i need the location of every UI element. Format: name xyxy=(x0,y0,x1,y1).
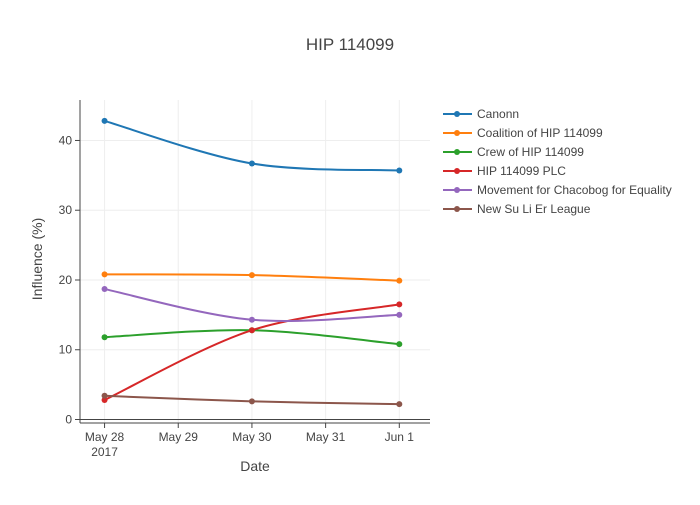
data-point[interactable] xyxy=(396,301,403,308)
series-canonn[interactable] xyxy=(101,117,403,174)
data-point[interactable] xyxy=(248,398,255,405)
x-tick-label: May 29 xyxy=(159,430,199,444)
data-point[interactable] xyxy=(101,392,108,399)
data-point[interactable] xyxy=(248,327,255,334)
legend-label: Canonn xyxy=(477,107,519,121)
legend-swatch-marker xyxy=(454,149,460,155)
y-axis-title: Influence (%) xyxy=(29,218,45,300)
x-tick-label: Jun 1 xyxy=(385,430,415,444)
series-movement-for-chacobog-for-equality[interactable] xyxy=(101,286,403,323)
x-tick-label: May 28 xyxy=(85,430,125,444)
legend-swatch-marker xyxy=(454,206,460,212)
data-point[interactable] xyxy=(101,286,108,293)
y-tick-label: 10 xyxy=(59,343,73,357)
legend-item-new-su-li-er-league[interactable]: New Su Li Er League xyxy=(443,202,591,216)
legend-swatch-marker xyxy=(454,168,460,174)
y-tick-label: 40 xyxy=(59,133,73,147)
data-point[interactable] xyxy=(248,316,255,323)
legend-swatch-marker xyxy=(454,111,460,117)
legend-swatch-marker xyxy=(454,130,460,136)
data-point[interactable] xyxy=(396,311,403,318)
x-axis-title: Date xyxy=(240,458,270,474)
series-coalition-of-hip-114099[interactable] xyxy=(101,271,403,284)
data-point[interactable] xyxy=(396,277,403,284)
y-tick-label: 20 xyxy=(59,273,73,287)
y-tick-label: 30 xyxy=(59,203,73,217)
legend-item-hip-114099-plc[interactable]: HIP 114099 PLC xyxy=(443,164,566,178)
data-point[interactable] xyxy=(101,271,108,278)
legend-item-coalition-of-hip-114099[interactable]: Coalition of HIP 114099 xyxy=(443,126,603,140)
legend-label: Movement for Chacobog for Equality xyxy=(477,183,672,197)
legend-label: New Su Li Er League xyxy=(477,202,591,216)
data-point[interactable] xyxy=(396,401,403,408)
data-point[interactable] xyxy=(396,167,403,174)
legend-label: Coalition of HIP 114099 xyxy=(477,126,603,140)
legend-item-movement-for-chacobog-for-equality[interactable]: Movement for Chacobog for Equality xyxy=(443,183,672,197)
data-point[interactable] xyxy=(396,341,403,348)
y-tick-label: 0 xyxy=(65,413,72,427)
x-tick-label: May 30 xyxy=(232,430,272,444)
x-tick-label: May 31 xyxy=(306,430,346,444)
legend-label: HIP 114099 PLC xyxy=(477,164,566,178)
legend-item-crew-of-hip-114099[interactable]: Crew of HIP 114099 xyxy=(443,145,584,159)
data-point[interactable] xyxy=(101,117,108,124)
series-hip-114099-plc[interactable] xyxy=(101,301,403,403)
data-point[interactable] xyxy=(101,334,108,341)
legend-label: Crew of HIP 114099 xyxy=(477,145,584,159)
x-tick-sublabel: 2017 xyxy=(91,445,118,459)
series-layer xyxy=(101,117,403,408)
legend-item-canonn[interactable]: Canonn xyxy=(443,107,519,121)
data-point[interactable] xyxy=(248,272,255,279)
chart-title: HIP 114099 xyxy=(306,35,394,54)
data-point[interactable] xyxy=(101,396,108,403)
series-new-su-li-er-league[interactable] xyxy=(101,392,403,408)
legend[interactable]: Canonn Coalition of HIP 114099 Crew of HIP… xyxy=(443,107,672,216)
legend-swatch-marker xyxy=(454,187,460,193)
data-point[interactable] xyxy=(248,160,255,167)
